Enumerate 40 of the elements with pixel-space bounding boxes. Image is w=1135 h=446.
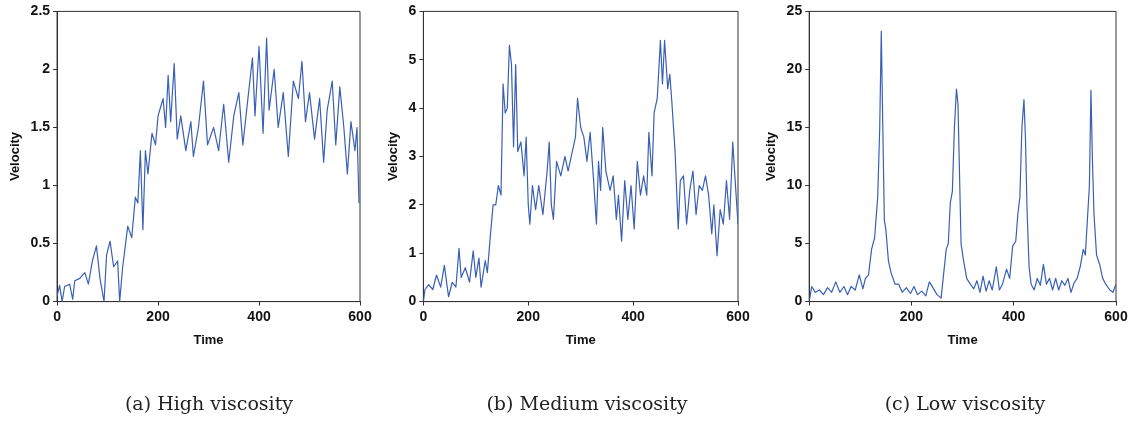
y-axis-title: Velocity	[7, 131, 23, 182]
text: (a) High viscosity	[123, 392, 295, 414]
x-tick-label: 200	[146, 307, 170, 324]
y-tick-label: 0	[794, 292, 803, 309]
x-tick-label: 400	[621, 307, 646, 324]
x-tick-label: 200	[516, 307, 541, 324]
x-tick-label: 600	[348, 307, 372, 324]
x-axis-title: Time	[193, 331, 224, 347]
y-tick-label: 2	[408, 195, 417, 212]
y-axis-title: Velocity	[763, 131, 779, 182]
y-tick-label: 1.5	[30, 118, 51, 135]
x-tick-label: 400	[247, 307, 271, 324]
y-tick-label: 2	[42, 60, 51, 77]
x-axis-title: Time	[947, 331, 978, 347]
y-tick-label: 5	[794, 234, 803, 251]
text: (b) Medium viscosity	[485, 392, 689, 414]
x-tick-label: 200	[899, 307, 924, 324]
y-tick-label: 0	[42, 292, 51, 309]
x-axis-title: Time	[565, 331, 596, 347]
x-tick-label: 600	[1104, 307, 1128, 324]
y-tick-label: 2.5	[30, 2, 51, 19]
y-tick-label: 25	[786, 2, 803, 19]
y-tick-label: 5	[408, 50, 417, 67]
y-tick-label: 10	[786, 176, 803, 193]
x-tick-label: 600	[726, 307, 750, 324]
y-tick-label: 1	[42, 176, 51, 193]
y-tick-label: 6	[408, 2, 417, 19]
y-tick-label: 0.5	[30, 234, 51, 251]
text: (c) Low viscosity	[883, 392, 1047, 414]
y-axis-title: Velocity	[385, 131, 401, 182]
y-tick-label: 20	[786, 60, 803, 77]
y-tick-label: 1	[408, 244, 417, 261]
y-tick-label: 3	[408, 147, 417, 164]
x-tick-label: 0	[805, 307, 814, 324]
x-tick-label: 0	[53, 307, 62, 324]
y-tick-label: 0	[408, 292, 417, 309]
y-tick-label: 4	[408, 98, 417, 115]
x-tick-label: 0	[419, 307, 428, 324]
y-tick-label: 15	[786, 118, 803, 135]
x-tick-label: 400	[1002, 307, 1026, 324]
